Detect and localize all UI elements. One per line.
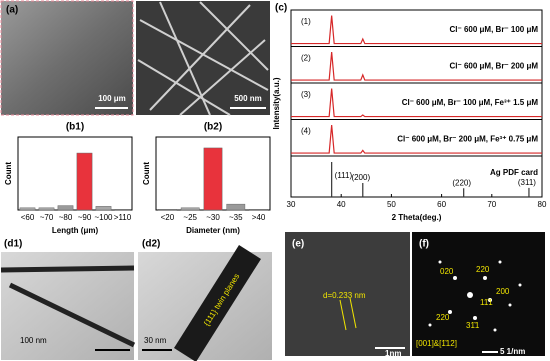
series-label: Cl⁻ 600 μM, Br⁻ 100 μM <box>450 25 539 34</box>
bar <box>180 207 200 211</box>
xrd-trace <box>291 88 542 118</box>
panel-label: (b1) <box>66 122 84 133</box>
y-axis-label: Count <box>142 162 151 185</box>
series-label: Cl⁻ 600 μM, Br⁻ 100 μM, Fe³⁺ 1.5 μM <box>402 98 539 107</box>
bar <box>57 205 74 211</box>
panel-label: (d2) <box>142 239 160 250</box>
x-tick-label: 40 <box>337 200 346 209</box>
x-tick-label: 80 <box>538 200 547 209</box>
series-name: (3) <box>301 90 311 99</box>
scale-text: 100 μm <box>98 94 126 103</box>
saed-image <box>412 232 545 356</box>
xrd-trace <box>291 51 542 81</box>
x-tick-label: 70 <box>487 200 496 209</box>
x-axis-label: Length (μm) <box>52 226 99 235</box>
x-tick-label: <20 <box>161 213 175 222</box>
x-axis-label: 2 Theta(deg.) <box>392 213 442 222</box>
scale-text: 500 nm <box>234 94 262 103</box>
xrd-trace <box>291 15 542 45</box>
x-tick-label: 30 <box>287 200 296 209</box>
series-label: Cl⁻ 600 μM, Br⁻ 200 μM <box>450 62 539 71</box>
zone-axis: [001]&[1̄12] <box>416 339 457 348</box>
diffraction-spots <box>428 260 522 332</box>
spot-label: 200 <box>496 287 510 296</box>
x-tick-label: <60 <box>21 213 35 222</box>
sem-image-low <box>0 0 134 116</box>
series-label: Cl⁻ 600 μM, Br⁻ 200 μM, Fe³⁺ 0.75 μM <box>397 135 538 144</box>
xrd-trace <box>291 124 542 154</box>
x-tick-label: ~25 <box>183 213 197 222</box>
x-tick-label: ~35 <box>229 213 243 222</box>
x-tick-label: ~30 <box>206 213 220 222</box>
x-tick-label: 60 <box>437 200 446 209</box>
nanowire <box>174 245 261 361</box>
x-axis-label: Diameter (nm) <box>186 226 240 235</box>
bar <box>158 209 177 211</box>
panel-label: (c) <box>275 3 287 14</box>
y-axis-label: Intensity(a.u.) <box>272 77 281 129</box>
nanowire <box>0 265 135 273</box>
x-tick-label: ~90 <box>78 213 92 222</box>
spot-label: 11̄1 <box>480 298 493 307</box>
bar <box>203 147 223 211</box>
x-tick-label: >110 <box>114 213 132 222</box>
panel-label: (f) <box>419 239 429 250</box>
bar <box>249 209 268 211</box>
scale-text: 1nm <box>385 349 401 358</box>
bar <box>76 152 93 211</box>
reference-name: Ag PDF card <box>490 168 538 177</box>
spot-label: 020 <box>440 267 454 276</box>
reference-label: (220) <box>452 178 471 187</box>
x-tick-label: 50 <box>387 200 396 209</box>
scale-text: 5 1/nm <box>500 347 525 356</box>
spot-label: 220 <box>476 265 490 274</box>
series-name: (2) <box>301 54 311 63</box>
reference-label: (111) <box>335 171 353 180</box>
reference-label: (311) <box>518 178 536 187</box>
bar <box>19 207 36 211</box>
spot-label: 31̄1 <box>466 321 480 330</box>
series-name: (1) <box>301 17 311 26</box>
x-tick-label: ~100 <box>94 213 113 222</box>
series-name: (4) <box>301 127 311 136</box>
lattice-marker <box>349 297 357 329</box>
lattice-marker <box>339 299 347 331</box>
scale-text: 30 nm <box>144 336 167 345</box>
scale-text: 100 nm <box>20 336 47 345</box>
bar <box>226 203 246 211</box>
nanowires <box>137 1 269 116</box>
annotation: d=0.233 nm <box>323 291 366 300</box>
x-tick-label: ~80 <box>59 213 73 222</box>
hrtem-image <box>285 232 410 356</box>
plot-frame <box>17 136 133 211</box>
panel-label: (e) <box>292 239 304 250</box>
panel-label: (a) <box>6 5 18 16</box>
plot-frame <box>290 9 543 198</box>
x-tick-label: >40 <box>252 213 266 222</box>
bar <box>114 209 131 211</box>
y-axis-label: Count <box>4 162 13 185</box>
bar <box>95 206 112 211</box>
panel-label: (b2) <box>204 122 222 133</box>
panel-label: (d1) <box>4 239 22 250</box>
reference-label: (200) <box>351 173 370 182</box>
bar <box>38 207 55 211</box>
nanowire <box>8 282 136 348</box>
spot-label: 220 <box>436 313 450 322</box>
x-tick-label: ~70 <box>40 213 54 222</box>
